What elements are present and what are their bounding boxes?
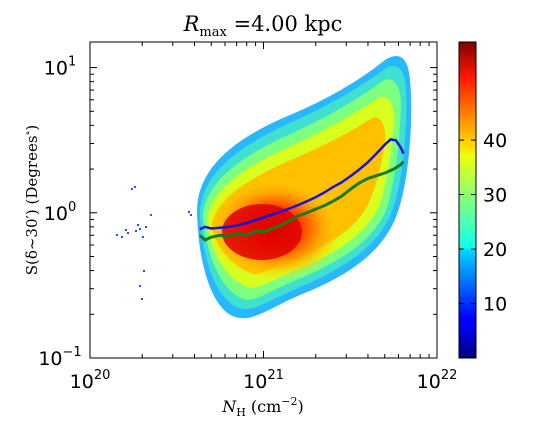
y-tick-label: 100 <box>44 200 76 225</box>
series-line-blue <box>199 138 405 231</box>
y-tick-label: 101 <box>44 55 76 80</box>
colorbar-gradient <box>458 41 477 359</box>
y-axis-label: S(δ~30′) (Degrees∘) <box>23 125 41 276</box>
series-line-green <box>198 160 405 242</box>
chart-title: Rmax =4.00 kpc <box>183 12 343 40</box>
x-tick-label: 1021 <box>243 368 284 393</box>
y-tick-label: 10−1 <box>38 345 81 370</box>
colorbar: 10 20 30 40 <box>458 41 507 359</box>
series-layer <box>198 138 405 242</box>
colorbar-tick-label: 10 <box>483 294 507 316</box>
outlier-points <box>116 186 192 300</box>
tick-layer: 1020 1021 1022 10−1 100 101 <box>38 42 457 393</box>
x-tick-label: 1020 <box>70 368 111 393</box>
colorbar-tick-label: 40 <box>483 130 507 152</box>
x-axis-label: NH (cm−2) <box>221 395 304 419</box>
colorbar-tick-label: 30 <box>483 185 507 207</box>
colorbar-ticks: 10 20 30 40 <box>459 130 507 316</box>
colorbar-tick-label: 20 <box>483 239 507 261</box>
x-tick-label: 1022 <box>417 368 458 393</box>
